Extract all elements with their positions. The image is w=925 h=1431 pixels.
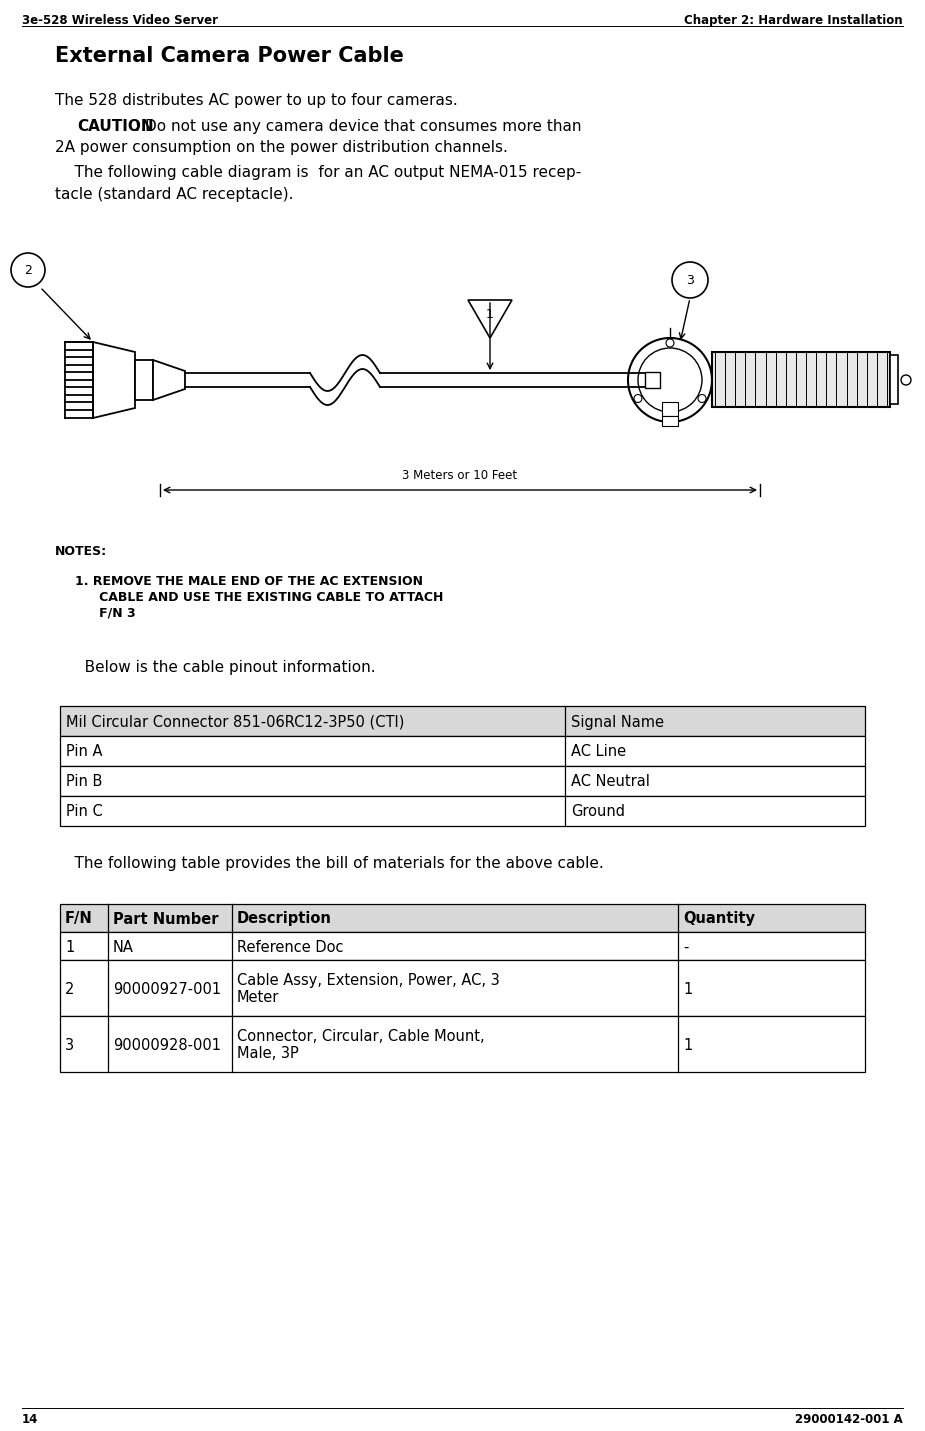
Bar <box>662 402 678 416</box>
Text: Below is the cable pinout information.: Below is the cable pinout information. <box>70 660 376 675</box>
Polygon shape <box>93 342 135 418</box>
Text: 2: 2 <box>65 982 74 996</box>
Text: 90000928-001: 90000928-001 <box>113 1037 221 1052</box>
Text: 3 Meters or 10 Feet: 3 Meters or 10 Feet <box>402 469 518 482</box>
Circle shape <box>628 338 712 422</box>
Bar <box>662 416 678 426</box>
Bar <box>890 355 898 404</box>
Polygon shape <box>468 301 512 338</box>
Bar <box>60 736 865 766</box>
Text: Pin A: Pin A <box>66 744 103 760</box>
Text: Mil Circular Connector 851-06RC12-3P50 (CTI): Mil Circular Connector 851-06RC12-3P50 (… <box>66 714 404 730</box>
Circle shape <box>672 262 708 298</box>
Text: 2A power consumption on the power distribution channels.: 2A power consumption on the power distri… <box>55 140 508 155</box>
Text: 1: 1 <box>65 940 74 954</box>
Text: Reference Doc: Reference Doc <box>237 940 343 954</box>
Text: Male, 3P: Male, 3P <box>237 1046 299 1060</box>
Polygon shape <box>153 361 185 401</box>
Text: AC Line: AC Line <box>571 744 626 760</box>
Circle shape <box>666 339 674 346</box>
Text: Cable Assy, Extension, Power, AC, 3: Cable Assy, Extension, Power, AC, 3 <box>237 973 500 987</box>
Text: Meter: Meter <box>237 990 279 1005</box>
Bar <box>135 361 153 401</box>
Text: 14: 14 <box>22 1412 38 1427</box>
Bar <box>60 705 865 736</box>
Text: 1: 1 <box>683 1037 692 1052</box>
Bar <box>60 904 865 932</box>
Circle shape <box>638 348 702 412</box>
Text: Signal Name: Signal Name <box>571 714 664 730</box>
Bar <box>60 796 865 826</box>
Text: External Camera Power Cable: External Camera Power Cable <box>55 46 404 66</box>
Text: -: - <box>683 940 688 954</box>
Circle shape <box>901 375 911 385</box>
Circle shape <box>698 395 706 402</box>
Text: 1: 1 <box>683 982 692 996</box>
Text: CAUTION: CAUTION <box>77 119 154 135</box>
Text: Connector, Circular, Cable Mount,: Connector, Circular, Cable Mount, <box>237 1029 485 1045</box>
Text: 3e-528 Wireless Video Server: 3e-528 Wireless Video Server <box>22 14 218 27</box>
Bar <box>60 1016 865 1072</box>
Text: Quantity: Quantity <box>683 912 755 926</box>
Bar <box>645 372 660 388</box>
Text: NOTES:: NOTES: <box>55 545 107 558</box>
Text: F/N: F/N <box>65 912 92 926</box>
Text: F/N 3: F/N 3 <box>86 607 136 620</box>
Text: 29000142-001 A: 29000142-001 A <box>796 1412 903 1427</box>
Text: 1: 1 <box>486 308 494 321</box>
Text: Chapter 2: Hardware Installation: Chapter 2: Hardware Installation <box>684 14 903 27</box>
Circle shape <box>11 253 45 288</box>
Bar <box>60 932 865 960</box>
Text: 3: 3 <box>686 273 694 286</box>
Text: 2: 2 <box>24 263 32 276</box>
Bar <box>60 960 865 1016</box>
Text: NA: NA <box>113 940 134 954</box>
Bar <box>712 352 890 406</box>
Text: AC Neutral: AC Neutral <box>571 774 650 790</box>
Text: 3: 3 <box>65 1037 74 1052</box>
Text: Part Number: Part Number <box>113 912 218 926</box>
Text: Pin C: Pin C <box>66 804 103 820</box>
Text: : Do not use any camera device that consumes more than: : Do not use any camera device that cons… <box>135 119 582 135</box>
Text: CABLE AND USE THE EXISTING CABLE TO ATTACH: CABLE AND USE THE EXISTING CABLE TO ATTA… <box>86 591 443 604</box>
Text: 1. REMOVE THE MALE END OF THE AC EXTENSION: 1. REMOVE THE MALE END OF THE AC EXTENSI… <box>75 575 423 588</box>
Text: Ground: Ground <box>571 804 625 820</box>
Text: tacle (standard AC receptacle).: tacle (standard AC receptacle). <box>55 187 293 202</box>
Text: The following cable diagram is  for an AC output NEMA-015 recep-: The following cable diagram is for an AC… <box>55 165 581 180</box>
Circle shape <box>634 395 642 402</box>
Text: The following table provides the bill of materials for the above cable.: The following table provides the bill of… <box>55 856 604 871</box>
Text: Description: Description <box>237 912 332 926</box>
Text: 90000927-001: 90000927-001 <box>113 982 221 996</box>
Bar <box>60 766 865 796</box>
Text: The 528 distributes AC power to up to four cameras.: The 528 distributes AC power to up to fo… <box>55 93 458 107</box>
Text: Pin B: Pin B <box>66 774 103 790</box>
